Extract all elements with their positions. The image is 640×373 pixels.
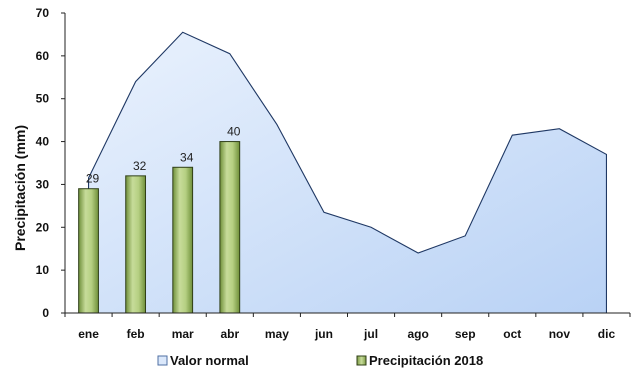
- x-tick-label-ago: ago: [407, 327, 428, 341]
- y-tick-label-70: 70: [36, 6, 50, 20]
- legend-swatch-valor-normal: [157, 355, 168, 366]
- x-tick-label-dic: dic: [598, 327, 616, 341]
- normal-value-area-layer: [87, 31, 608, 314]
- legend-swatch-precipitacion-2018: [356, 355, 367, 366]
- x-tick-label-ene: ene: [78, 327, 99, 341]
- bar-precipitacion-2018-ene: [78, 188, 99, 314]
- x-tick-label-jul: jul: [363, 327, 378, 341]
- data-label-abr: 40: [227, 125, 241, 139]
- bar-precipitacion-2018-feb: [125, 175, 147, 314]
- normal-value-area: [88, 32, 607, 314]
- x-tick-label-oct: oct: [503, 327, 521, 341]
- normal-value-line: [87, 31, 608, 313]
- bar-precipitacion-2018-abr: [219, 141, 241, 314]
- axis-layer: 0 10 20 30 40 50 60 70 ene feb mar abr may jun jul ago s…: [36, 6, 631, 341]
- y-tick-label-20: 20: [36, 220, 50, 234]
- data-label-feb: 32: [133, 159, 147, 173]
- data-label-layer: 29 32 34 40: [86, 125, 241, 186]
- x-tick-label-may: may: [265, 327, 289, 341]
- y-tick-label-40: 40: [36, 135, 50, 149]
- legend: Valor normal Precipitación 2018: [157, 353, 483, 368]
- y-tick-label-60: 60: [36, 49, 50, 63]
- y-tick-label-10: 10: [36, 263, 50, 277]
- x-tick-label-sep: sep: [455, 327, 476, 341]
- y-tick-label-0: 0: [42, 306, 49, 320]
- legend-label-valor-normal: Valor normal: [170, 353, 249, 368]
- y-axis-title: Precipitación (mm): [12, 125, 28, 251]
- legend-label-precipitacion-2018: Precipitación 2018: [369, 353, 483, 368]
- data-label-mar: 34: [180, 150, 194, 164]
- precipitation-2018-bar-layer: [78, 141, 241, 314]
- x-tick-label-abr: abr: [220, 327, 239, 341]
- data-label-ene: 29: [86, 172, 100, 186]
- bar-precipitacion-2018-mar: [172, 166, 194, 314]
- y-tick-label-50: 50: [36, 92, 50, 106]
- x-tick-label-jun: jun: [314, 327, 333, 341]
- x-tick-label-mar: mar: [172, 327, 194, 341]
- x-tick-label-feb: feb: [127, 327, 145, 341]
- y-tick-label-30: 30: [36, 177, 50, 191]
- x-tick-label-nov: nov: [549, 327, 571, 341]
